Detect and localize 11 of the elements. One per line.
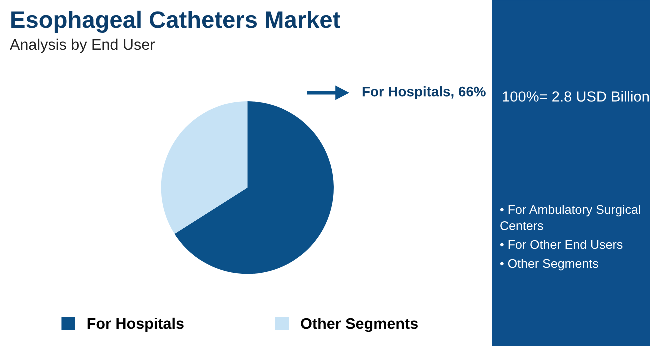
text: • Other Segments bbox=[500, 259, 598, 271]
legend-label: For Hospitals bbox=[88, 318, 184, 332]
chart-title: Esophageal Catheters Market bbox=[12, 10, 340, 34]
pie-slice bbox=[174, 102, 334, 274]
legend-label: Other Segments bbox=[301, 318, 418, 332]
text: 100%= 2.8 USD Billion bbox=[503, 91, 649, 102]
data-label: For Hospitals, 66% bbox=[362, 86, 486, 100]
chart-subtitle: Analysis by End User bbox=[10, 38, 155, 54]
pie-slice bbox=[161, 102, 248, 234]
text: • For Other End Users bbox=[500, 240, 623, 250]
text: • For Ambulatory Surgical Centers bbox=[500, 205, 640, 230]
